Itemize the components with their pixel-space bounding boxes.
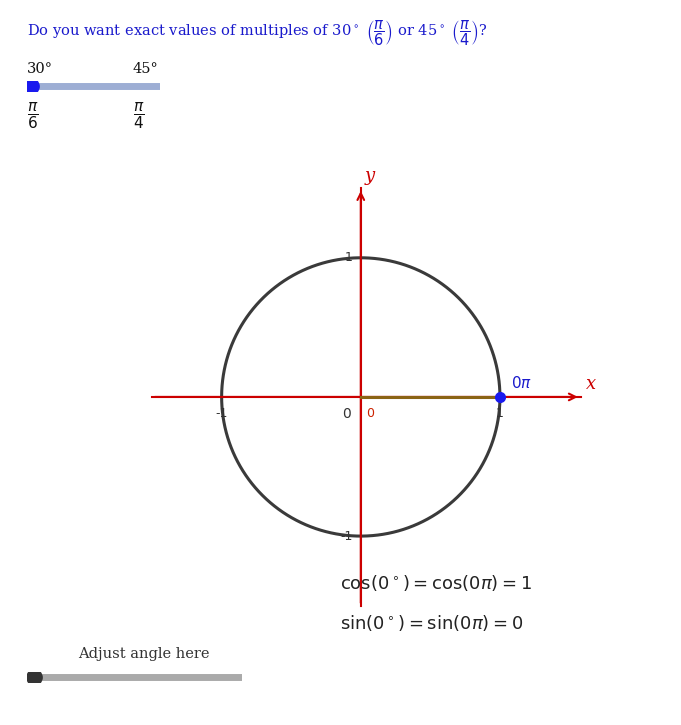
Text: $0\pi$: $0\pi$ [511, 376, 532, 392]
Text: Do you want exact values of multiples of 30$^\circ$ $\left(\dfrac{\pi}{6}\right): Do you want exact values of multiples of… [27, 18, 488, 48]
Text: y: y [365, 167, 375, 186]
Text: 1: 1 [496, 407, 504, 420]
Text: -1: -1 [340, 529, 353, 542]
Text: -1: -1 [215, 407, 228, 420]
Text: 1: 1 [345, 252, 353, 265]
Text: 30°: 30° [27, 62, 53, 75]
Text: x: x [586, 375, 597, 393]
Text: Adjust angle here: Adjust angle here [78, 647, 210, 660]
Text: $\sin(0^\circ) = \sin(0\pi) = 0$: $\sin(0^\circ) = \sin(0\pi) = 0$ [340, 613, 524, 633]
Text: $\dfrac{\pi}{6}$: $\dfrac{\pi}{6}$ [27, 102, 39, 131]
Text: $\cos(0^\circ) = \cos(0\pi) = 1$: $\cos(0^\circ) = \cos(0\pi) = 1$ [340, 573, 533, 593]
Text: 0: 0 [343, 407, 351, 420]
Text: 45°: 45° [133, 62, 159, 75]
Text: $\dfrac{\pi}{4}$: $\dfrac{\pi}{4}$ [133, 102, 144, 131]
Text: 0: 0 [366, 407, 375, 420]
